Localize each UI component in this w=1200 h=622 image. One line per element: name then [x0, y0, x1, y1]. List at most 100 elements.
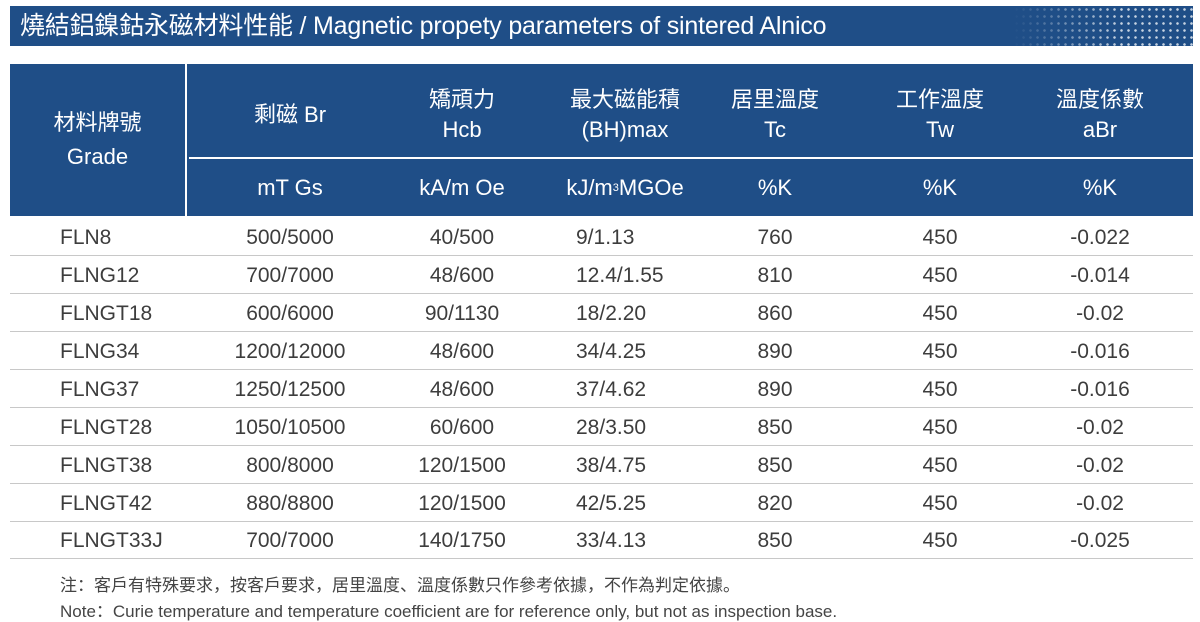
header-br: 剩磁 Br — [200, 72, 380, 157]
header-tw-unit: %K — [922, 174, 958, 200]
table-row: FLNG34 1200/12000 48/600 34/4.25 890 450… — [10, 333, 1193, 370]
title-bar: 燒結鋁鎳鈷永磁材料性能 / Magnetic propety parameter… — [10, 6, 1193, 46]
cell-grade: FLNGT18 — [60, 302, 153, 325]
cell-hcb: 60/600 — [429, 416, 495, 439]
cell-bhmax: 9/1.13 — [576, 226, 635, 249]
header-hcb-zh: 矯頑力 — [428, 86, 495, 112]
cell-hcb: 120/1500 — [418, 492, 506, 515]
header-bhmax: 最大磁能積 (BH)max — [535, 72, 715, 157]
header-hcb: 矯頑力 Hcb — [372, 72, 552, 157]
cell-bhmax: 28/3.50 — [576, 416, 647, 439]
header-abr: 溫度係數 aBr — [1010, 72, 1190, 157]
cell-bhmax: 34/4.25 — [576, 340, 647, 363]
table-row: FLN8 500/5000 40/500 9/1.13 760 450 -0.0… — [10, 219, 1193, 256]
cell-grade: FLNGT33J — [60, 529, 163, 552]
header-tw-en: Tw — [925, 116, 955, 142]
header-bhmax-unit-pre: kJ/m — [566, 174, 613, 200]
cell-tw: 450 — [922, 226, 958, 249]
cell-tc: 850 — [757, 416, 793, 439]
cell-tw: 450 — [922, 454, 958, 477]
cell-abr: -0.016 — [1070, 340, 1130, 363]
cell-abr: -0.014 — [1070, 264, 1130, 287]
cell-bhmax: 42/5.25 — [576, 492, 647, 515]
header-br-name: 剩磁 Br — [253, 101, 327, 127]
note-en: Note：Curie temperature and temperature c… — [60, 602, 838, 621]
table-row: FLNGT38 800/8000 120/1500 38/4.75 850 45… — [10, 447, 1193, 484]
cell-hcb: 120/1500 — [418, 454, 506, 477]
cell-tc: 860 — [757, 302, 793, 325]
table-row: FLNG12 700/7000 48/600 12.4/1.55 810 450… — [10, 257, 1193, 294]
cell-tw: 450 — [922, 416, 958, 439]
header-hcb-en: Hcb — [442, 116, 482, 142]
page-title: 燒結鋁鎳鈷永磁材料性能 / Magnetic propety parameter… — [20, 12, 827, 40]
header-abr-unit: %K — [1082, 174, 1118, 200]
cell-grade: FLNGT42 — [60, 492, 153, 515]
cell-tc: 760 — [757, 226, 793, 249]
header-bhmax-unit-post: MGOe — [618, 174, 684, 200]
header-bhmax-unit: kJ/m 3 MGOe — [535, 159, 715, 216]
table-row: FLNGT33J 700/7000 140/1750 33/4.13 850 4… — [10, 522, 1193, 559]
cell-abr: -0.016 — [1070, 378, 1130, 401]
header-abr-en: aBr — [1082, 116, 1118, 142]
header-grade-en: Grade — [66, 144, 129, 169]
table-row: FLNGT28 1050/10500 60/600 28/3.50 850 45… — [10, 409, 1193, 446]
cell-tc: 810 — [757, 264, 793, 287]
cell-tc: 890 — [757, 340, 793, 363]
cell-abr: -0.025 — [1070, 529, 1130, 552]
table-row: FLNGT42 880/8800 120/1500 42/5.25 820 45… — [10, 485, 1193, 522]
cell-hcb: 40/500 — [429, 226, 495, 249]
cell-tw: 450 — [922, 492, 958, 515]
cell-abr: -0.02 — [1076, 492, 1124, 515]
cell-tc: 850 — [757, 454, 793, 477]
cell-grade: FLNG12 — [60, 264, 140, 287]
cell-bhmax: 38/4.75 — [576, 454, 647, 477]
header-tc-en: Tc — [764, 116, 786, 142]
table-header: 材料牌號 Grade 剩磁 Br mT Gs 矯頑力 Hcb kA/m Oe 最… — [10, 64, 1193, 216]
cell-grade: FLN8 — [60, 226, 112, 249]
table-row: FLNG37 1250/12500 48/600 37/4.62 890 450… — [10, 371, 1193, 408]
cell-tw: 450 — [922, 378, 958, 401]
cell-bhmax: 33/4.13 — [576, 529, 647, 552]
cell-tc: 820 — [757, 492, 793, 515]
cell-hcb: 48/600 — [429, 340, 495, 363]
header-bhmax-en: (BH)max — [581, 116, 669, 142]
header-grade-zh: 材料牌號 — [53, 110, 142, 135]
cell-abr: -0.02 — [1076, 454, 1124, 477]
cell-grade: FLNG37 — [60, 378, 140, 401]
cell-grade: FLNGT38 — [60, 454, 153, 477]
note-zh: 注：客戶有特殊要求，按客戶要求，居里溫度、溫度係數只作參考依據，不作為判定依據。 — [60, 576, 740, 595]
header-abr-zh: 溫度係數 — [1055, 86, 1144, 112]
cell-hcb: 90/1130 — [424, 302, 500, 325]
cell-hcb: 48/600 — [429, 378, 495, 401]
cell-hcb: 140/1750 — [418, 529, 506, 552]
cell-abr: -0.02 — [1076, 302, 1124, 325]
cell-tw: 450 — [922, 264, 958, 287]
header-tc-unit: %K — [757, 174, 793, 200]
cell-tc: 850 — [757, 529, 793, 552]
cell-abr: -0.02 — [1076, 416, 1124, 439]
cell-bhmax: 37/4.62 — [576, 378, 647, 401]
cell-grade: FLNGT28 — [60, 416, 153, 439]
cell-tc: 890 — [757, 378, 793, 401]
cell-bhmax: 18/2.20 — [576, 302, 647, 325]
cell-tw: 450 — [922, 340, 958, 363]
header-br-unit: mT Gs — [257, 174, 323, 200]
cell-br: 1050/10500 — [234, 416, 346, 439]
cell-br: 800/8000 — [246, 454, 334, 477]
cell-grade: FLNG34 — [60, 340, 140, 363]
cell-br: 600/6000 — [246, 302, 334, 325]
cell-br: 1200/12000 — [234, 340, 346, 363]
cell-tw: 450 — [922, 302, 958, 325]
cell-hcb: 48/600 — [429, 264, 495, 287]
header-tw: 工作溫度 Tw — [855, 72, 1025, 157]
cell-br: 700/7000 — [246, 264, 334, 287]
header-tc-zh: 居里溫度 — [730, 86, 819, 112]
cell-br: 880/8800 — [246, 492, 334, 515]
cell-br: 1250/12500 — [234, 378, 346, 401]
header-tw-zh: 工作溫度 — [895, 86, 984, 112]
header-hcb-unit: kA/m Oe — [419, 174, 505, 200]
cell-bhmax: 12.4/1.55 — [576, 264, 664, 287]
header-bhmax-zh: 最大磁能積 — [569, 86, 680, 112]
header-tc: 居里溫度 Tc — [690, 72, 860, 157]
header-divider — [189, 157, 1193, 159]
